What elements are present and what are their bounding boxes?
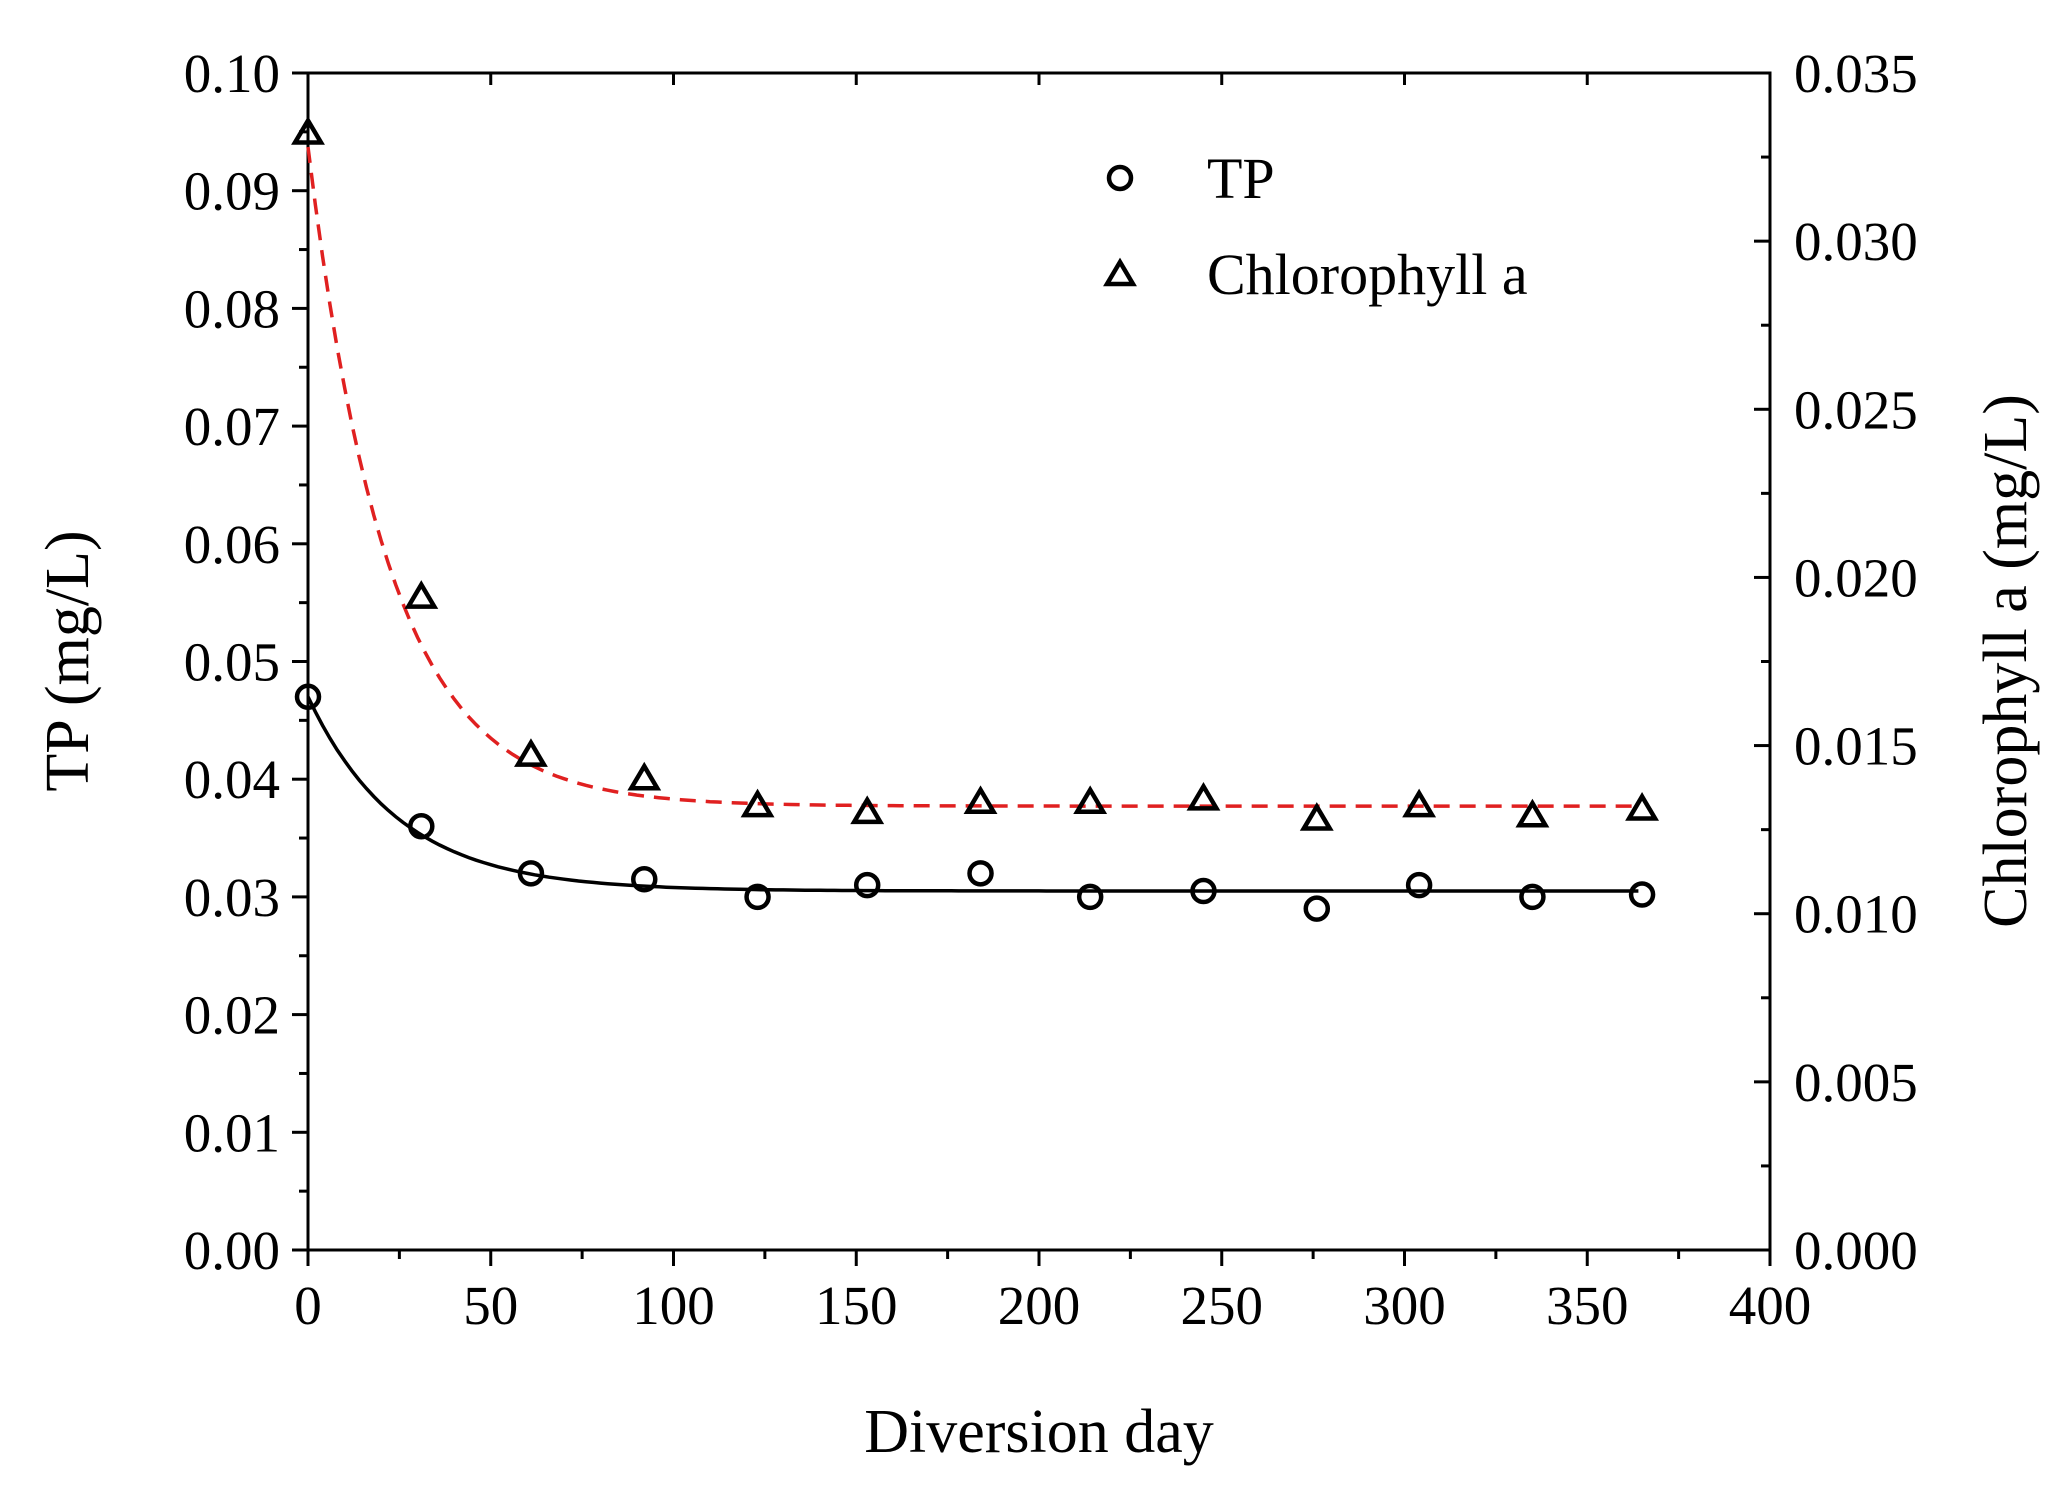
x-tick-label-100: 100 (632, 1275, 715, 1336)
x-tick-label-400: 400 (1729, 1275, 1812, 1336)
data-points (291, 116, 1660, 922)
y-left-axis-title: TP (mg/L) (34, 530, 102, 791)
chlorophyll-point (627, 761, 662, 791)
tp-point (408, 813, 435, 840)
legend: TP Chlorophyll a (1103, 146, 1528, 307)
tp-point (631, 865, 658, 893)
tp-point (1303, 895, 1331, 922)
y-right-tick-label-0.015: 0.015 (1794, 716, 1918, 777)
tp-point (967, 860, 994, 887)
chlorophyll-point (963, 785, 998, 814)
chlorophyll-point (1515, 798, 1550, 828)
y-left-tick-label-0.10: 0.10 (184, 43, 280, 104)
y-left-tick-label-0.04: 0.04 (184, 749, 280, 810)
chlorophyll-point (1186, 781, 1221, 811)
y-left-tick-label-0.08: 0.08 (184, 278, 280, 339)
legend-chlorophyll-label: Chlorophyll a (1207, 242, 1528, 307)
tp-point (744, 883, 771, 911)
chlorophyll-point (1073, 785, 1108, 814)
y-left-tick-label-0.02: 0.02 (184, 985, 280, 1046)
y-left-axis-ticks: 0.00 0.01 0.02 0.03 0.04 0.05 0.06 0.07 0.08 0.09… (184, 43, 308, 1281)
x-axis-title: Diversion day (864, 1398, 1214, 1466)
x-axis-ticks: 0 50 100 150 200 250 300 350 400 (294, 73, 1811, 1336)
tp-point (1628, 881, 1656, 908)
chlorophyll-point (1402, 788, 1437, 818)
y-right-tick-label-0.025: 0.025 (1794, 379, 1918, 440)
tp-point (1190, 877, 1217, 905)
chlorophyll-point (740, 788, 775, 818)
y-left-tick-label-0.00: 0.00 (184, 1220, 280, 1281)
x-tick-label-300: 300 (1363, 1275, 1446, 1336)
chlorophyll-point (404, 580, 439, 609)
y-right-tick-label-0.030: 0.030 (1794, 211, 1918, 272)
legend-tp-marker (1106, 164, 1134, 192)
chlorophyll-point (1299, 802, 1334, 831)
fit-curve-tp (306, 696, 1639, 893)
chlorophyll-point (850, 795, 885, 825)
tp-point (1405, 871, 1433, 899)
y-right-tick-label-0.010: 0.010 (1794, 884, 1918, 945)
x-tick-label-50: 50 (463, 1275, 518, 1336)
y-left-tick-label-0.07: 0.07 (184, 396, 280, 457)
chlorophyll-point (1625, 792, 1660, 821)
y-left-tick-label-0.03: 0.03 (184, 867, 280, 928)
tp-point (1519, 883, 1546, 911)
tp-point (1076, 883, 1104, 911)
y-left-tick-label-0.06: 0.06 (184, 514, 280, 575)
y-right-tick-label-0.005: 0.005 (1794, 1052, 1918, 1113)
y-left-tick-label-0.01: 0.01 (184, 1102, 280, 1163)
y-right-tick-label-0.000: 0.000 (1794, 1220, 1918, 1281)
y-right-tick-label-0.020: 0.020 (1794, 547, 1918, 608)
tp-point (294, 683, 322, 711)
tp-point (853, 871, 881, 899)
x-tick-label-350: 350 (1546, 1275, 1629, 1336)
x-tick-label-250: 250 (1181, 1275, 1264, 1336)
x-tick-label-0: 0 (294, 1275, 322, 1336)
legend-tp-label: TP (1207, 146, 1275, 211)
chlorophyll-point (514, 738, 548, 767)
plot-frame (306, 71, 1772, 1252)
legend-chlorophyll-marker (1103, 257, 1137, 287)
y-right-axis-ticks: 0.000 0.005 0.010 0.015 0.020 0.025 0.030 0.035 (1754, 43, 1918, 1281)
y-right-axis-title: Chlorophyll a (mg/L) (1972, 394, 2040, 928)
tp-point (517, 860, 545, 887)
chlorophyll-point (291, 116, 325, 145)
y-right-tick-label-0.035: 0.035 (1794, 43, 1918, 104)
y-left-tick-label-0.05: 0.05 (184, 632, 280, 693)
x-tick-label-200: 200 (998, 1275, 1081, 1336)
x-tick-label-150: 150 (815, 1275, 898, 1336)
y-left-tick-label-0.09: 0.09 (184, 161, 280, 222)
